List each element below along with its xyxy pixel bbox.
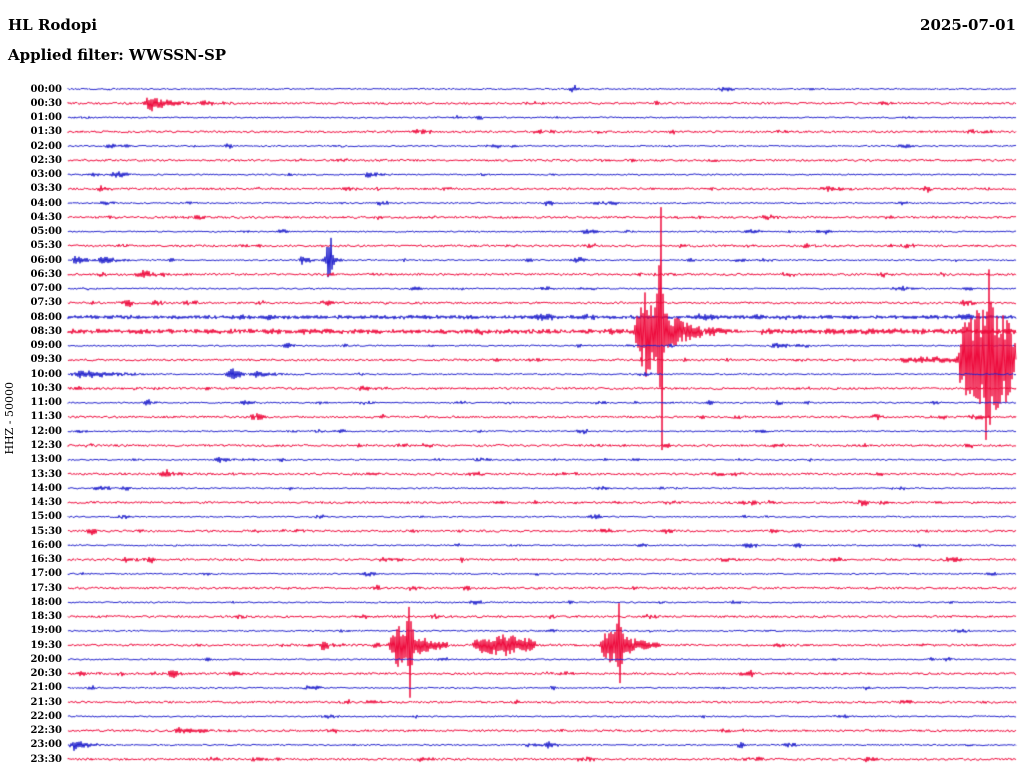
helicorder-canvas	[0, 0, 1024, 780]
